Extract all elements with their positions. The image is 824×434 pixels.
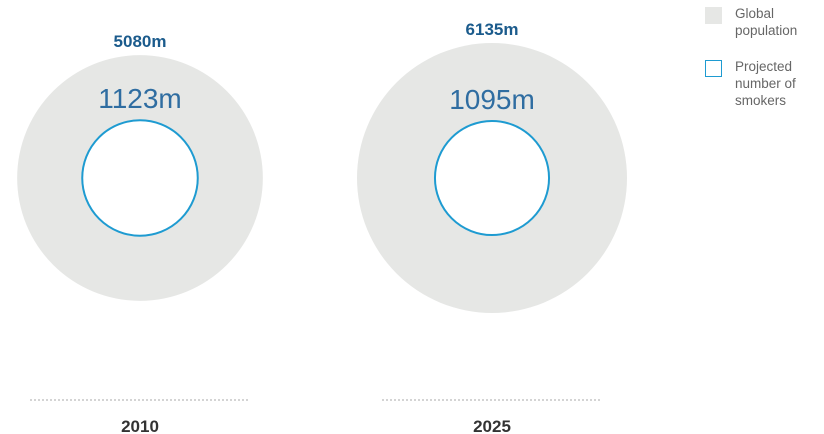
legend-swatch-projected-smokers [705, 60, 722, 77]
smokers-label-2025: 1095m [449, 84, 535, 115]
global-population-label-2010: 5080m [114, 32, 167, 51]
legend-item-global-population: Global population [705, 5, 820, 39]
legend-label-global-population: Global population [735, 6, 798, 38]
legend-label-projected-smokers: Projected number of smokers [735, 59, 796, 108]
smokers-circle-2025 [433, 119, 551, 237]
year-label-2010: 2010 [121, 417, 159, 434]
global-population-label-2025: 6135m [466, 20, 519, 39]
smokers-label-2010: 1123m [98, 83, 182, 114]
year-label-2025: 2025 [473, 417, 511, 434]
smokers-circle-2010 [81, 119, 199, 237]
legend-swatch-global-population [705, 7, 722, 24]
legend: Global population Projected number of sm… [705, 5, 820, 109]
legend-item-projected-smokers: Projected number of smokers [705, 58, 820, 109]
